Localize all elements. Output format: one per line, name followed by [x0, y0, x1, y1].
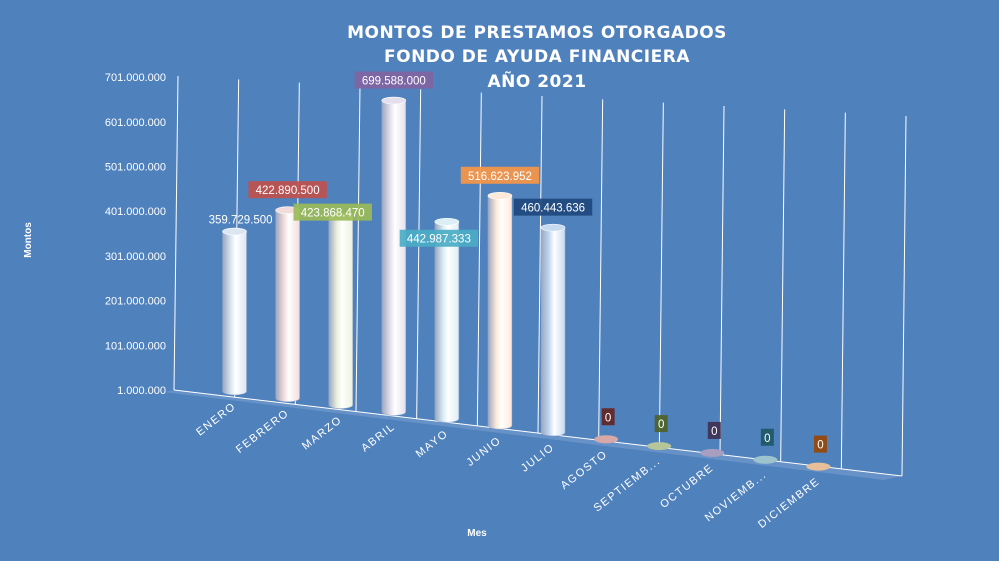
bar-septiemb-zero	[647, 442, 672, 451]
bar-febrero	[275, 209, 300, 402]
gridline	[719, 105, 725, 455]
y-tick-label: 501.000.000	[105, 162, 166, 174]
data-label: 0	[605, 412, 611, 424]
gridline	[780, 109, 786, 462]
data-label-box	[460, 166, 540, 184]
x-tick-label: FEBRERO	[234, 407, 292, 456]
chart-title-line-3: AÑO 2021	[487, 69, 586, 92]
data-label: 699.588.000	[362, 76, 426, 88]
data-labels: 359.729.500 422.890.500 423.868.470 699.588…	[209, 71, 827, 453]
data-label-box	[399, 229, 479, 247]
data-label-box	[707, 421, 721, 439]
data-label: 423.868.470	[301, 208, 365, 220]
bar-top	[540, 223, 566, 232]
x-tick-label: JULIO	[519, 441, 557, 474]
data-label-box	[760, 428, 774, 446]
data-label: 0	[711, 426, 717, 438]
bar-top	[381, 96, 407, 105]
x-tick-label: NOVIEMB...	[703, 469, 769, 525]
x-tick-label: ENERO	[194, 400, 238, 438]
x-tick-label: AGOSTO	[559, 448, 610, 492]
chart-title-line-2: FONDO DE AYUDA FINANCIERA	[384, 47, 690, 67]
data-label: 0	[658, 419, 664, 431]
x-tick-label: MARZO	[300, 414, 345, 453]
y-tick-label: 401.000.000	[105, 206, 166, 218]
bar-top	[222, 227, 247, 236]
gridline	[901, 115, 907, 477]
y-tick-label: 101.000.000	[105, 340, 166, 352]
gridline	[598, 99, 604, 441]
y-tick-label: 1.000.000	[117, 385, 166, 397]
bar-mayo	[434, 221, 460, 423]
bar-enero	[222, 231, 247, 396]
y-axis-title: Montos	[23, 222, 34, 258]
x-tick-label: JUNIO	[465, 434, 504, 468]
data-label: 516.623.952	[468, 171, 532, 183]
bar-julio	[540, 227, 566, 437]
x-axis-title: Mes	[467, 528, 487, 539]
bar-top	[487, 191, 513, 200]
data-label: 422.890.500	[256, 185, 320, 197]
y-tick-label: 201.000.000	[105, 296, 166, 308]
gridline	[840, 112, 846, 469]
data-label: 0	[817, 440, 823, 452]
data-label-box	[601, 408, 615, 426]
data-label: 442.987.333	[407, 234, 471, 246]
gridline	[416, 89, 422, 419]
x-tick-label: MAYO	[414, 428, 451, 461]
bar-abril	[381, 100, 407, 416]
y-tick-label: 601.000.000	[105, 117, 166, 129]
y-tick-label: 701.000.000	[105, 72, 166, 84]
bar-diciembre-zero	[806, 462, 831, 471]
gridline	[537, 95, 543, 434]
data-label: 460.443.636	[521, 203, 585, 215]
gridline	[658, 102, 664, 448]
data-label-box	[813, 435, 827, 453]
bar-octubre-zero	[700, 448, 725, 457]
x-tick-label: ABRIL	[359, 421, 397, 455]
bar-marzo	[328, 216, 353, 409]
gridline	[476, 92, 482, 426]
bar-noviemb-zero	[753, 455, 778, 464]
data-label-box	[248, 181, 327, 199]
y-axis-ticks: 1.000.000 101.000.000 201.000.000 301.000.0…	[105, 72, 166, 397]
y-tick-label: 301.000.000	[105, 251, 166, 263]
x-tick-label: OCTUBRE	[658, 462, 716, 511]
data-label-box	[354, 71, 433, 89]
gridline	[173, 75, 179, 391]
bar-agosto-zero	[594, 435, 619, 444]
floor-plane	[164, 390, 902, 480]
gridline	[355, 85, 361, 412]
data-label-box	[293, 203, 372, 221]
chart-title-line-1: MONTOS DE PRESTAMOS OTORGADOS	[347, 23, 727, 43]
x-tick-label: DICIEMBRE	[756, 475, 822, 530]
data-label: 0	[764, 433, 770, 445]
data-label-box	[654, 415, 668, 433]
data-label-box	[513, 198, 593, 216]
data-label: 359.729.500	[209, 215, 273, 227]
bar-junio	[487, 195, 513, 430]
bars	[222, 96, 831, 471]
bar-top	[434, 217, 460, 226]
x-tick-label: SEPTIEMB...	[592, 455, 663, 515]
